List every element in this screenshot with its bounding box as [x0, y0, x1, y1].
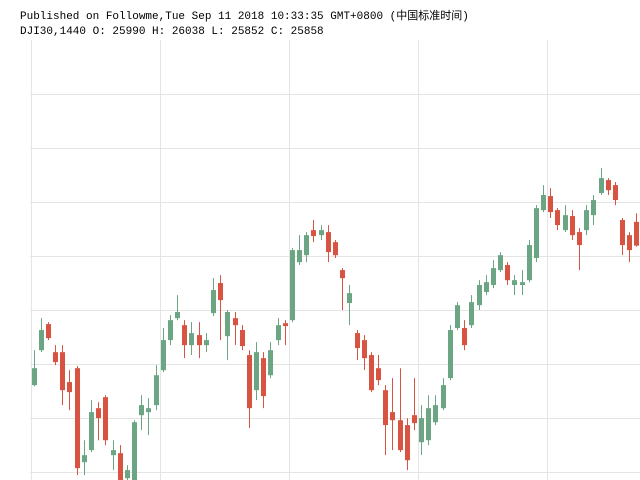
candle-body — [31, 368, 38, 386]
candle-body — [174, 312, 181, 319]
candle-body — [81, 455, 88, 463]
candle-body — [138, 405, 145, 416]
candle-body — [497, 255, 504, 271]
candles — [31, 168, 640, 480]
candle-body — [332, 242, 339, 256]
candle-body — [260, 358, 267, 397]
candle-body — [354, 333, 361, 349]
candle-body — [583, 210, 590, 231]
candle-body — [554, 210, 561, 226]
candle-body — [224, 312, 231, 337]
candle-body — [203, 340, 210, 346]
candle-body — [153, 375, 160, 406]
candle-body — [440, 385, 447, 409]
candle-body — [411, 415, 418, 424]
candle-body — [124, 470, 131, 479]
candle-body — [569, 216, 576, 236]
candle-body — [181, 325, 188, 346]
candle-body — [368, 355, 375, 391]
candle-body — [626, 235, 633, 251]
candle-body — [490, 268, 497, 286]
ohlc-line: DJI30,1440 O: 25990 H: 26038 L: 25852 C:… — [20, 26, 324, 38]
candle-body — [303, 235, 310, 256]
candle-body — [45, 324, 52, 339]
candle-body — [66, 382, 73, 393]
candle-body — [74, 368, 81, 469]
candle-body — [239, 330, 246, 347]
candle-body — [526, 245, 533, 281]
candle-body — [483, 282, 490, 293]
candle-body — [95, 408, 102, 419]
candle-body — [562, 215, 569, 231]
candle-body — [533, 208, 540, 259]
candle-body — [110, 450, 117, 456]
candle-body — [454, 305, 461, 329]
candle-body — [318, 230, 325, 236]
candle-body — [447, 330, 454, 379]
candle-body — [375, 368, 382, 381]
candle-body — [425, 408, 432, 441]
candle-body — [547, 196, 554, 213]
candle-body — [188, 333, 195, 346]
candle-body — [296, 250, 303, 263]
candle-body — [346, 293, 353, 304]
candle-body — [397, 420, 404, 451]
candle-body — [461, 328, 468, 346]
candle-body — [246, 355, 253, 409]
candle-body — [432, 405, 439, 423]
candle-body — [598, 178, 605, 194]
candle-body — [59, 352, 66, 391]
candle-body — [590, 200, 597, 216]
candle-body — [418, 418, 425, 443]
candle-body — [382, 390, 389, 426]
candle-body — [540, 195, 547, 211]
candle-body — [145, 408, 152, 413]
candle-body — [289, 250, 296, 321]
candle-body — [102, 397, 109, 441]
candle-body — [253, 352, 260, 391]
candle-body — [267, 350, 274, 376]
candle-body — [519, 282, 526, 286]
candle-body — [619, 220, 626, 246]
candle-body — [633, 221, 640, 246]
candle-body — [504, 265, 511, 281]
published-line: Published on Followme,Tue Sep 11 2018 10… — [20, 8, 469, 23]
candle-body — [38, 330, 45, 351]
candle-body — [196, 335, 203, 346]
candle-body — [275, 325, 282, 341]
candle-body — [404, 425, 411, 461]
candle-body — [160, 340, 167, 371]
candle-body — [612, 185, 619, 201]
candle-body — [167, 320, 174, 341]
candle-body — [325, 232, 332, 253]
candle-body — [361, 340, 368, 359]
candle-body — [117, 453, 124, 480]
candle-body — [605, 180, 612, 191]
candle-body — [210, 290, 217, 314]
candle-body — [389, 412, 396, 421]
candle-body — [310, 230, 317, 237]
candle-body — [339, 270, 346, 279]
candle-body — [468, 302, 475, 326]
candle-body — [282, 323, 289, 327]
candle-body — [52, 352, 59, 363]
candle-body — [217, 283, 224, 301]
candle-body — [131, 422, 138, 480]
candle-body — [232, 318, 239, 326]
candle-body — [576, 232, 583, 246]
grid — [30, 40, 640, 480]
candle-body — [88, 412, 95, 451]
candle-body — [476, 285, 483, 306]
candle-body — [511, 280, 518, 286]
